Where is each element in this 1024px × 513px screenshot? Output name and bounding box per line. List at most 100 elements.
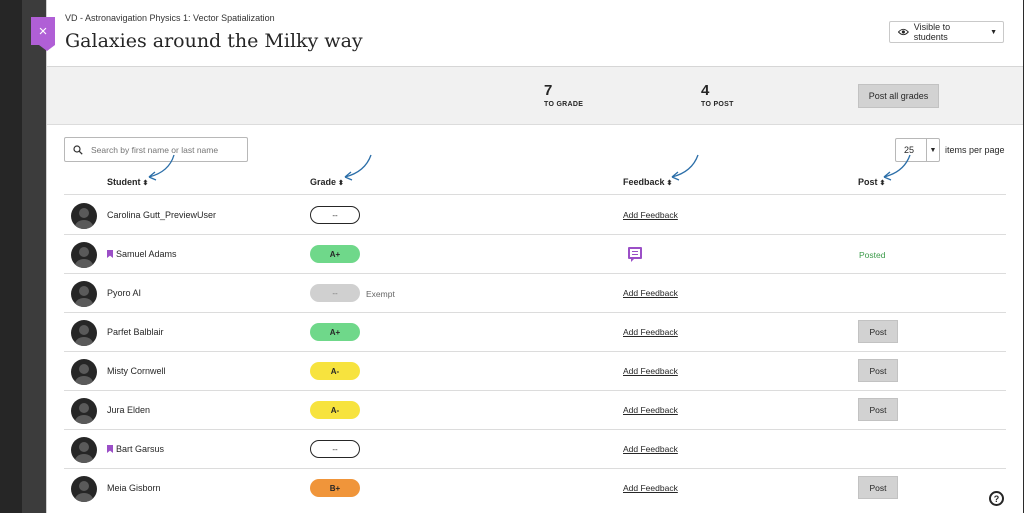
annotation-arrowhead: [344, 171, 353, 181]
grade-pill[interactable]: A-: [310, 362, 360, 380]
student-name-label: Misty Cornwell: [107, 366, 166, 376]
caret-down-icon: ▼: [990, 28, 997, 36]
avatar: [71, 359, 97, 385]
column-header-student-label: Student: [107, 177, 141, 187]
items-per-page-label: items per page: [945, 145, 1005, 155]
avatar: [71, 242, 97, 268]
avatar: [71, 203, 97, 229]
post-all-grades-button[interactable]: Post all grades: [858, 84, 939, 108]
visibility-dropdown[interactable]: Visible to students ▼: [889, 21, 1004, 43]
grading-summary: 7 TO GRADE 4 TO POST Post all grades: [47, 67, 1023, 125]
annotation-arrow: [344, 154, 372, 178]
row-divider: [64, 312, 1006, 313]
search-input[interactable]: [89, 143, 243, 156]
grade-pill[interactable]: --: [310, 440, 360, 458]
row-divider: [64, 429, 1006, 430]
background-app-column: [22, 0, 48, 513]
student-name-label: Jura Elden: [107, 405, 151, 415]
to-grade-label: TO GRADE: [544, 101, 584, 108]
sort-icon: ⬍: [338, 180, 344, 187]
student-name[interactable]: Meia Gisborn: [107, 483, 161, 493]
row-divider: [64, 351, 1006, 352]
post-button[interactable]: Post: [858, 320, 898, 343]
close-button[interactable]: ×: [31, 17, 55, 51]
table-row: Misty Cornwell A- Add Feedback Post: [64, 352, 1006, 391]
post-button[interactable]: Post: [858, 476, 898, 499]
student-name[interactable]: Pyoro AI: [107, 288, 141, 298]
feedback-comment-icon[interactable]: [628, 247, 642, 262]
table-row: Bart Garsus -- Add Feedback: [64, 430, 1006, 469]
help-button[interactable]: ?: [989, 491, 1004, 506]
column-header-grade-label: Grade: [310, 177, 337, 187]
row-divider: [64, 468, 1006, 469]
add-feedback-link[interactable]: Add Feedback: [623, 210, 678, 220]
grade-pill[interactable]: --: [310, 284, 360, 302]
grade-pill[interactable]: A-: [310, 401, 360, 419]
student-name[interactable]: Samuel Adams: [107, 249, 177, 259]
student-name-label: Carolina Gutt_PreviewUser: [107, 210, 217, 220]
student-name[interactable]: Misty Cornwell: [107, 366, 166, 376]
eye-icon: [898, 28, 909, 36]
to-post-stat: 4 TO POST: [701, 82, 734, 108]
avatar: [71, 437, 97, 463]
avatar: [71, 398, 97, 424]
grade-pill[interactable]: --: [310, 206, 360, 224]
avatar: [71, 281, 97, 307]
search-icon: [73, 144, 83, 155]
posted-status: Posted: [859, 250, 886, 260]
post-button[interactable]: Post: [858, 359, 898, 382]
to-grade-stat: 7 TO GRADE: [544, 82, 583, 108]
column-header-post[interactable]: Post ⬍: [858, 177, 885, 187]
table-row: Meia Gisborn B+ Add Feedback Post: [64, 469, 1006, 508]
student-name[interactable]: Bart Garsus: [107, 444, 164, 454]
student-name[interactable]: Parfet Balblair: [107, 327, 164, 337]
student-name[interactable]: Carolina Gutt_PreviewUser: [107, 210, 216, 220]
grading-panel: VD - Astronavigation Physics 1: Vector S…: [46, 0, 1023, 513]
grade-pill[interactable]: A+: [310, 245, 360, 263]
student-name-label: Samuel Adams: [116, 249, 177, 259]
post-button[interactable]: Post: [858, 398, 898, 421]
annotation-arrowhead: [671, 171, 680, 181]
panel-header: VD - Astronavigation Physics 1: Vector S…: [47, 0, 1023, 67]
search-field[interactable]: [64, 137, 248, 162]
column-header-grade[interactable]: Grade ⬍: [310, 177, 344, 187]
grade-pill[interactable]: B+: [310, 479, 360, 497]
to-post-label: TO POST: [701, 101, 734, 108]
add-feedback-link[interactable]: Add Feedback: [623, 444, 678, 454]
add-feedback-link[interactable]: Add Feedback: [623, 366, 678, 376]
breadcrumb: VD - Astronavigation Physics 1: Vector S…: [65, 13, 275, 23]
add-feedback-link[interactable]: Add Feedback: [623, 405, 678, 415]
avatar: [71, 320, 97, 346]
row-divider: [64, 390, 1006, 391]
row-divider: [64, 273, 1006, 274]
add-feedback-link[interactable]: Add Feedback: [623, 483, 678, 493]
student-name-label: Bart Garsus: [116, 444, 165, 454]
avatar: [71, 476, 97, 502]
student-name[interactable]: Jura Elden: [107, 405, 150, 415]
items-per-page-value: 25: [904, 145, 915, 155]
sort-icon: ⬍: [879, 180, 886, 187]
student-name-label: Parfet Balblair: [107, 327, 164, 337]
sort-icon: ⬍: [142, 180, 149, 187]
row-divider: [64, 234, 1006, 235]
column-header-post-label: Post: [858, 177, 878, 187]
items-per-page-select[interactable]: 25 ▼: [895, 138, 940, 162]
annotation-arrow: [671, 154, 699, 178]
table-row: Parfet Balblair A+ Add Feedback Post: [64, 313, 1006, 352]
to-grade-count: 7: [544, 82, 553, 99]
student-name-label: Meia Gisborn: [107, 483, 161, 493]
add-feedback-link[interactable]: Add Feedback: [623, 288, 678, 298]
close-icon: ×: [38, 22, 48, 40]
student-name-label: Pyoro AI: [107, 288, 142, 298]
column-header-student[interactable]: Student ⬍: [107, 177, 148, 187]
to-post-count: 4: [701, 82, 710, 99]
add-feedback-link[interactable]: Add Feedback: [623, 327, 678, 337]
sort-icon: ⬍: [666, 180, 673, 187]
page-title: Galaxies around the Milky way: [65, 30, 363, 52]
grade-pill[interactable]: A+: [310, 323, 360, 341]
flag-icon: [107, 250, 113, 258]
column-header-feedback[interactable]: Feedback ⬍: [623, 177, 672, 187]
caret-down-icon: ▼: [926, 139, 939, 161]
flag-icon: [107, 445, 113, 453]
visibility-label: Visible to students: [913, 22, 951, 42]
